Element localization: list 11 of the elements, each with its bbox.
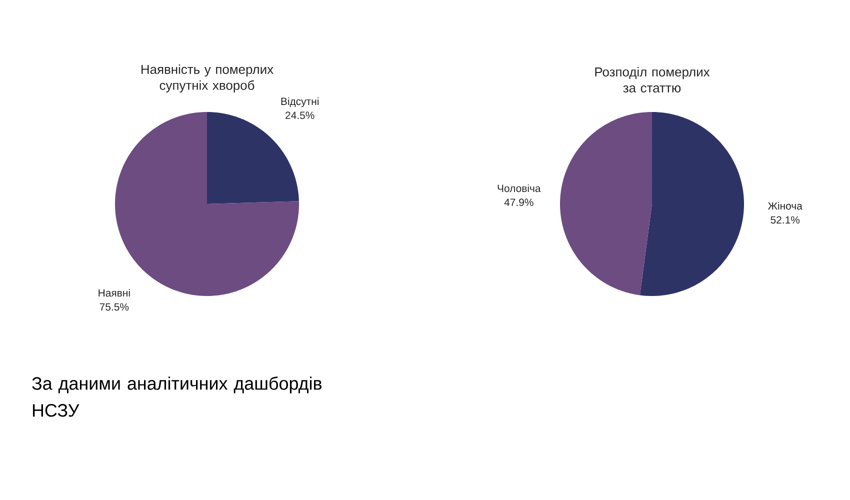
slice-label: Відсутні [281, 97, 319, 108]
data-label: 24.5% [286, 112, 314, 120]
slice-label: Наявні [98, 288, 130, 297]
data-label: 75.5% [100, 303, 129, 311]
text: За даними аналітичних дашбордів НСЗУ [32, 376, 322, 417]
data-label: 47.9% [504, 198, 534, 206]
slice-label: Чоловіча [498, 184, 541, 192]
slice-label: Жіноча [768, 202, 802, 210]
chart-title: Розподіл померлих за статтю [595, 67, 710, 92]
chart-title: Наявність у померлих супутніх хвороб [142, 64, 274, 92]
data-label: 52.1% [770, 216, 800, 224]
